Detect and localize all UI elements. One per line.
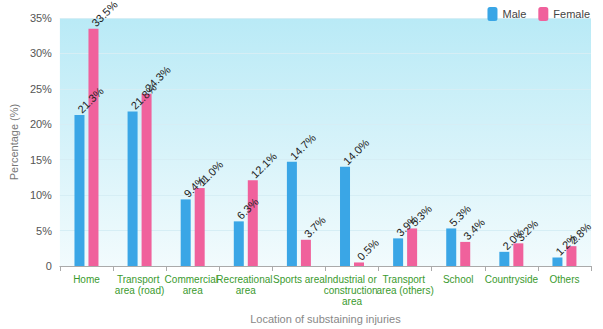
svg-text:construction: construction (324, 285, 381, 296)
svg-text:6.3%: 6.3% (235, 195, 261, 221)
svg-text:5%: 5% (36, 225, 52, 237)
svg-text:2.8%: 2.8% (567, 220, 593, 246)
svg-text:Female: Female (553, 8, 590, 20)
svg-text:30%: 30% (30, 47, 52, 59)
svg-text:35%: 35% (30, 12, 52, 24)
svg-text:3.9%: 3.9% (393, 212, 421, 239)
svg-text:14.0%: 14.0% (341, 136, 372, 167)
svg-text:Industrial or: Industrial or (324, 274, 379, 285)
svg-text:Recreational: Recreational (216, 274, 275, 285)
svg-text:5.3%: 5.3% (447, 202, 474, 229)
svg-text:area (road): area (road) (115, 285, 164, 296)
svg-text:3.4%: 3.4% (461, 216, 487, 242)
svg-text:area: area (183, 285, 203, 296)
svg-text:15%: 15% (30, 154, 52, 166)
svg-text:Male: Male (502, 8, 526, 20)
svg-text:11.0%: 11.0% (195, 158, 225, 188)
svg-text:School: School (443, 274, 474, 285)
svg-text:24.3%: 24.3% (142, 63, 173, 94)
svg-text:Sports area: Sports area (273, 274, 325, 285)
svg-text:20%: 20% (30, 118, 52, 130)
svg-text:Countryside: Countryside (485, 274, 539, 285)
svg-text:2.0%: 2.0% (500, 225, 527, 253)
svg-text:Transport: Transport (383, 274, 428, 285)
svg-text:1.2%: 1.2% (553, 231, 580, 258)
svg-text:5.3%: 5.3% (408, 202, 434, 228)
svg-text:10%: 10% (30, 189, 52, 201)
svg-text:21.8%: 21.8% (128, 81, 159, 112)
svg-text:14.7%: 14.7% (288, 131, 319, 162)
svg-text:3.2%: 3.2% (514, 217, 540, 243)
svg-text:Transport: Transport (117, 274, 162, 285)
svg-text:Others: Others (549, 274, 579, 285)
svg-text:Commercial: Commercial (165, 274, 221, 285)
svg-text:25%: 25% (30, 83, 52, 95)
svg-text:Home: Home (73, 274, 100, 285)
svg-text:9.4%: 9.4% (181, 173, 208, 200)
svg-text:0: 0 (46, 260, 52, 272)
svg-text:3.7%: 3.7% (302, 214, 328, 240)
svg-text:33.5%: 33.5% (89, 0, 120, 29)
svg-text:area: area (236, 285, 256, 296)
svg-text:12.1%: 12.1% (249, 150, 280, 181)
svg-text:Percentage (%): Percentage (%) (8, 104, 20, 180)
svg-text:Location of substaining injuri: Location of substaining injuries (250, 313, 401, 325)
svg-text:21.3%: 21.3% (75, 85, 106, 116)
svg-text:area: area (342, 296, 362, 307)
svg-text:0.5%: 0.5% (355, 236, 381, 262)
svg-text:area (others): area (others) (376, 285, 433, 296)
